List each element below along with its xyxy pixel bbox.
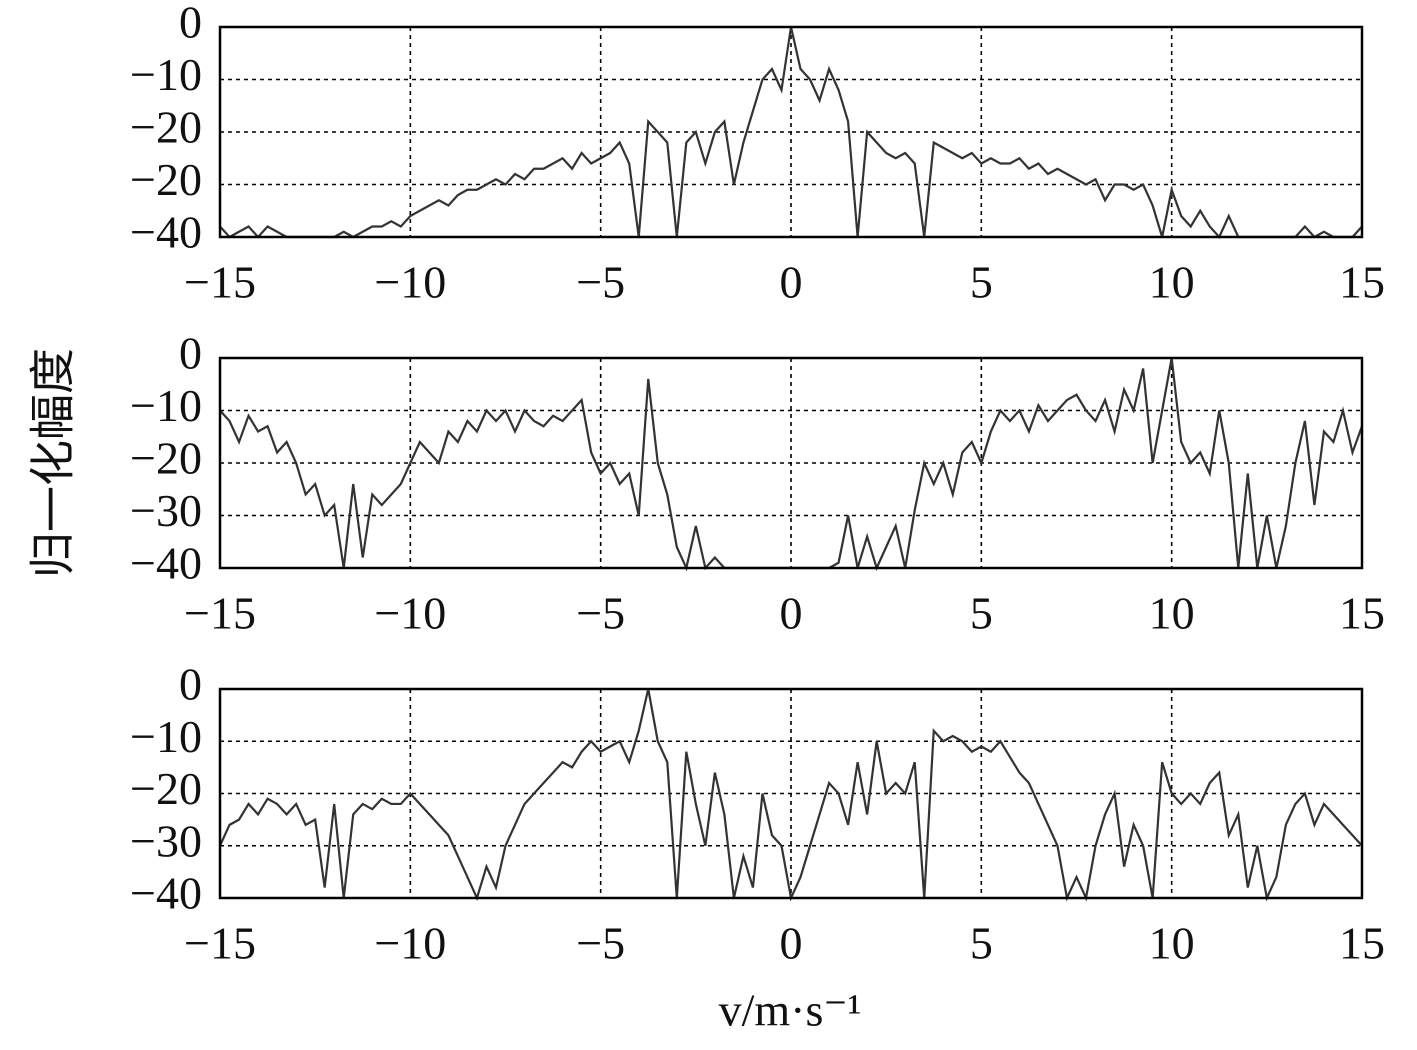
y-tick-label: −20 [130, 433, 202, 484]
x-tick-label: −10 [374, 588, 446, 639]
y-tick-label: −10 [130, 49, 202, 100]
x-tick-label: −15 [184, 257, 256, 308]
y-tick-label: 0 [179, 0, 202, 48]
y-tick-label: −10 [130, 380, 202, 431]
x-axis-label: v/m·s⁻¹ [719, 985, 862, 1036]
x-tick-label: −10 [374, 257, 446, 308]
x-tick-label: −15 [184, 918, 256, 969]
y-tick-label: −40 [130, 538, 202, 589]
x-tick-label: 10 [1149, 588, 1195, 639]
x-tick-label: 0 [780, 257, 803, 308]
x-tick-label: 10 [1149, 918, 1195, 969]
y-tick-label: −20 [130, 763, 202, 814]
y-tick-label: −30 [130, 485, 202, 536]
y-tick-label: −40 [130, 207, 202, 258]
x-tick-label: 15 [1339, 257, 1385, 308]
x-tick-label: 5 [970, 257, 993, 308]
x-tick-label: −5 [576, 588, 625, 639]
x-tick-label: 15 [1339, 918, 1385, 969]
y-tick-label: −20 [130, 154, 202, 205]
plot-frame [218, 356, 1364, 570]
x-tick-label: 0 [780, 918, 803, 969]
x-tick-label: −5 [576, 257, 625, 308]
x-tick-label: −10 [374, 918, 446, 969]
y-axis-label: 归一化幅度 [28, 348, 79, 578]
x-tick-label: −15 [184, 588, 256, 639]
plot-frame [218, 687, 1364, 900]
plot-frame [218, 25, 1364, 239]
x-tick-label: 5 [970, 918, 993, 969]
y-tick-label: −20 [130, 102, 202, 153]
x-tick-label: 10 [1149, 257, 1195, 308]
y-tick-label: −40 [130, 868, 202, 919]
x-tick-label: 15 [1339, 588, 1385, 639]
y-tick-label: −10 [130, 711, 202, 762]
x-tick-label: 5 [970, 588, 993, 639]
y-tick-label: 0 [179, 659, 202, 710]
y-tick-label: −30 [130, 815, 202, 866]
x-tick-label: 0 [780, 588, 803, 639]
x-tick-label: −5 [576, 918, 625, 969]
y-tick-label: 0 [179, 328, 202, 379]
